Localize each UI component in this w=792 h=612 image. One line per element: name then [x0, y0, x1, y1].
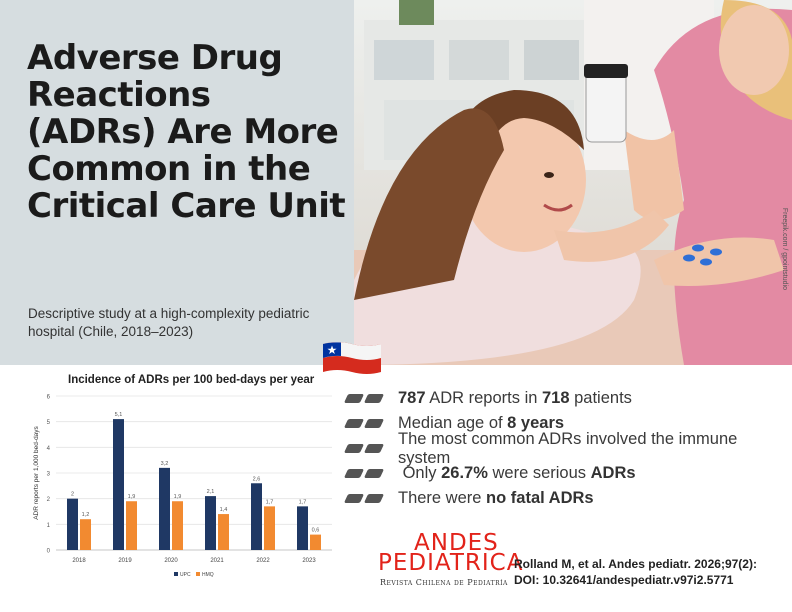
- pill-icon: [343, 394, 386, 403]
- page-title: Adverse Drug Reactions (ADRs) Are More C…: [27, 38, 346, 226]
- bar-upc: [297, 506, 308, 550]
- title-panel: Adverse Drug Reactions (ADRs) Are More C…: [0, 0, 354, 365]
- legend-label: UPC: [180, 572, 191, 578]
- y-tick-label: 2: [47, 497, 51, 503]
- pill-icon: [343, 444, 386, 453]
- y-tick-label: 1: [47, 523, 51, 529]
- key-findings: 787 ADR reports in 718 patients Median a…: [343, 386, 786, 511]
- data-label: 1,4: [220, 507, 228, 513]
- data-label: 1,7: [266, 499, 274, 505]
- fact-text: The most common ADRs involved the immune…: [398, 429, 738, 467]
- citation-doi: DOI: 10.32641/andespediatr.v97i2.5771: [514, 573, 734, 587]
- x-tick-label: 2018: [72, 558, 86, 564]
- data-label: 1,7: [299, 499, 307, 505]
- bar-hmq: [310, 534, 321, 550]
- bar-hmq: [80, 519, 91, 550]
- data-label: 2: [71, 492, 74, 498]
- adr-incidence-chart: Incidence of ADRs per 100 bed-days per y…: [26, 370, 342, 595]
- fact-reports: 787 ADR reports in 718 patients: [343, 386, 786, 411]
- photo-credit: Freepik.com / gpointstudio: [781, 207, 788, 290]
- logo-line-1: Andes: [414, 530, 499, 556]
- chart-title: Incidence of ADRs per 100 bed-days per y…: [68, 374, 315, 386]
- bar-upc: [205, 496, 216, 550]
- data-label: 1,2: [82, 512, 90, 518]
- fact-text: 787 ADR reports in 718 patients: [398, 389, 632, 407]
- pill-icon: [343, 494, 386, 503]
- logo-line-3: Revista Chilena de Pediatría: [380, 578, 508, 587]
- study-subtitle: Descriptive study at a high-complexity p…: [28, 306, 310, 339]
- x-tick-label: 2020: [164, 558, 178, 564]
- citation-reference: Rolland M, et al. Andes pediatr. 2026;97…: [514, 557, 757, 571]
- bar-hmq: [218, 514, 229, 550]
- y-tick-label: 0: [47, 549, 51, 555]
- pill-icon: [343, 419, 386, 428]
- data-label: 3,2: [161, 461, 169, 467]
- data-label: 2,1: [207, 489, 215, 495]
- andes-pediatrica-logo: Andes Pediatrica Revista Chilena de Pedi…: [378, 530, 522, 592]
- y-tick-label: 6: [47, 395, 51, 401]
- y-tick-label: 3: [47, 472, 51, 478]
- data-label: 1,9: [128, 494, 136, 500]
- y-tick-label: 4: [47, 446, 51, 452]
- fact-serious: Only 26.7% were serious ADRs: [343, 461, 786, 486]
- fact-text: There were no fatal ADRs: [398, 489, 594, 507]
- x-tick-label: 2023: [302, 558, 316, 564]
- x-tick-label: 2022: [256, 558, 270, 564]
- legend-swatch: [174, 572, 178, 576]
- logo-line-2: Pediatrica: [378, 550, 524, 576]
- legend-label: HMQ: [202, 572, 214, 578]
- bar-upc: [251, 483, 262, 550]
- fact-text: Median age of 8 years: [398, 414, 565, 432]
- bar-upc: [113, 419, 124, 550]
- x-tick-label: 2019: [118, 558, 132, 564]
- fact-no-fatal: There were no fatal ADRs: [343, 486, 786, 511]
- data-label: 2,6: [253, 476, 261, 482]
- y-tick-label: 5: [47, 420, 51, 426]
- bar-hmq: [126, 501, 137, 550]
- fact-median-age: Median age of 8 years: [343, 411, 786, 436]
- child-medication-illustration: [354, 0, 792, 365]
- bar-upc: [159, 467, 170, 550]
- bar-hmq: [172, 501, 183, 550]
- pill-icon: [343, 469, 386, 478]
- data-label: 1,9: [174, 494, 182, 500]
- fact-immune-system: The most common ADRs involved the immune…: [343, 430, 786, 467]
- data-label: 0,6: [312, 528, 320, 534]
- citation: Rolland M, et al. Andes pediatr. 2026;97…: [514, 556, 784, 588]
- bar-chart: 0 1 2 3 4 5 6 ADR reports per 1,000 bed-days 201…: [33, 395, 332, 578]
- hero-photo: Freepik.com / gpointstudio: [354, 0, 792, 365]
- fact-text: Only 26.7% were serious ADRs: [398, 464, 636, 482]
- chile-flag-icon: [323, 342, 381, 374]
- data-label: 5,1: [115, 412, 123, 418]
- x-tick-label: 2021: [210, 558, 224, 564]
- bar-upc: [67, 498, 78, 550]
- bar-hmq: [264, 506, 275, 550]
- y-axis-label: ADR reports per 1,000 bed-days: [33, 425, 40, 519]
- legend-swatch: [196, 572, 200, 576]
